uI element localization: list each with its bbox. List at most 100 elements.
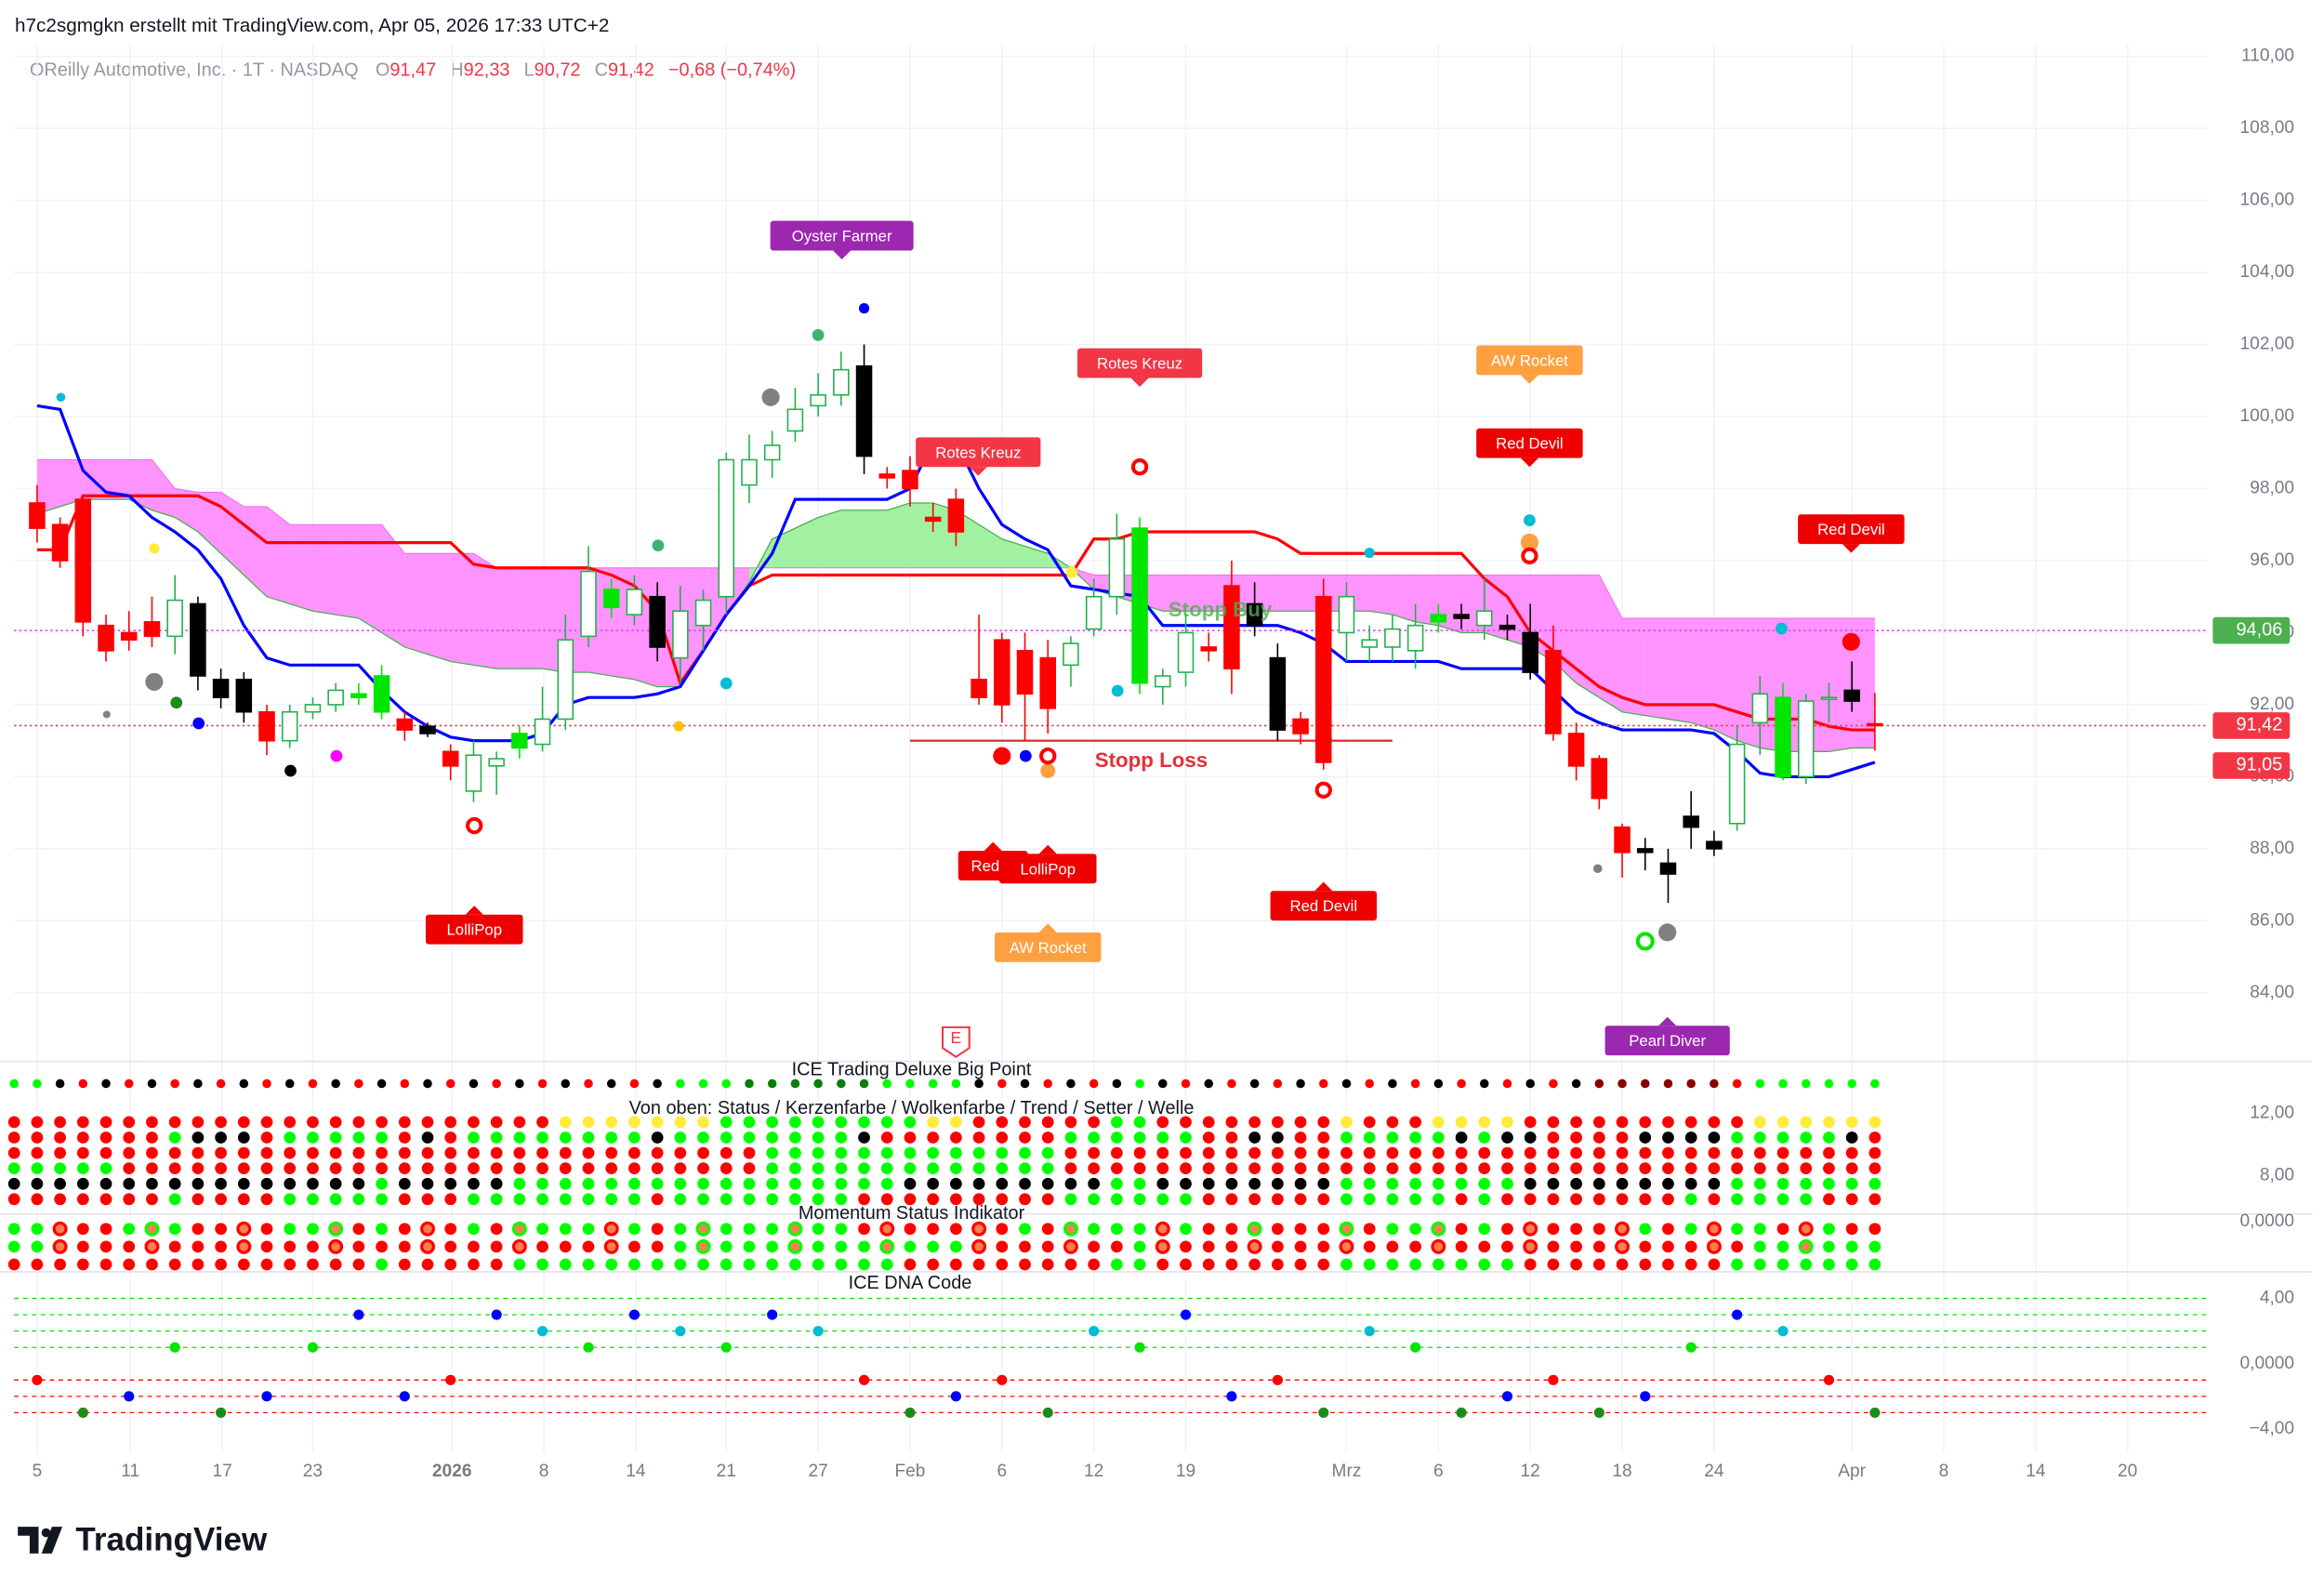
momentum-dot	[695, 1238, 711, 1254]
cloud	[496, 567, 520, 669]
momentum-dot	[444, 1240, 457, 1253]
status-dot	[146, 1193, 158, 1206]
candle-body	[557, 639, 574, 721]
momentum-dot	[766, 1240, 779, 1253]
cloud	[1852, 617, 1875, 748]
momentum-dot	[1547, 1258, 1560, 1271]
status-dot	[835, 1193, 848, 1206]
x-tick-label: 21	[717, 1462, 736, 1481]
momentum-dot	[787, 1221, 803, 1237]
status-dot	[996, 1162, 1009, 1175]
candle-body	[1223, 585, 1240, 670]
status-dot	[1180, 1131, 1192, 1144]
status-dot	[421, 1116, 434, 1129]
status-dot	[260, 1193, 273, 1206]
status-dot	[237, 1193, 250, 1206]
cloud	[1001, 538, 1025, 568]
signal-dot	[192, 717, 205, 730]
momentum-dot	[1110, 1258, 1123, 1271]
status-dot	[1386, 1131, 1399, 1144]
momentum-dot	[123, 1223, 136, 1236]
momentum-dot	[743, 1258, 756, 1271]
candle-body	[947, 498, 965, 533]
status-dot	[996, 1177, 1009, 1190]
status-dot	[54, 1116, 66, 1129]
status-dot	[1547, 1116, 1560, 1129]
status-dot	[1662, 1116, 1674, 1129]
status-dot	[376, 1116, 388, 1129]
momentum-dot	[1386, 1240, 1399, 1253]
candle-body	[373, 675, 390, 713]
signal-label: Oyster Farmer	[770, 220, 914, 260]
momentum-dot	[1570, 1258, 1582, 1271]
status-dot	[1800, 1131, 1813, 1144]
status-dot	[329, 1162, 342, 1175]
momentum-dot	[307, 1223, 319, 1236]
momentum-dot	[1247, 1221, 1262, 1237]
cloud	[979, 524, 1002, 568]
status-dot	[284, 1162, 297, 1175]
status-dot	[1363, 1162, 1376, 1175]
cloud	[1048, 553, 1071, 568]
x-tick-label: 2026	[432, 1462, 472, 1481]
status-dot	[1019, 1193, 1031, 1206]
x-tick-label: 12	[1521, 1462, 1540, 1481]
momentum-dot	[1409, 1258, 1422, 1271]
cloud	[1713, 617, 1737, 741]
candle-body	[1567, 733, 1585, 767]
candle-body	[1522, 631, 1538, 673]
earnings-marker[interactable]: E	[942, 1026, 971, 1058]
status-dot	[972, 1116, 985, 1129]
big-point-dot	[1755, 1079, 1765, 1089]
x-tick-label: 11	[121, 1462, 139, 1481]
status-dot	[1592, 1162, 1605, 1175]
cloud	[152, 459, 176, 518]
signal-text: LolliPop	[446, 921, 502, 939]
status-dot	[766, 1193, 779, 1206]
status-dot	[1271, 1131, 1284, 1144]
status-dot	[1386, 1116, 1399, 1129]
status-dot	[7, 1146, 20, 1159]
dna-dot	[1089, 1326, 1100, 1337]
status-dot	[444, 1116, 457, 1129]
big-point-dot	[1571, 1079, 1581, 1089]
momentum-dot	[582, 1258, 595, 1271]
status-dot	[605, 1193, 618, 1206]
dna-dot	[77, 1407, 88, 1418]
big-point-dot	[1479, 1079, 1489, 1089]
momentum-dot	[858, 1223, 870, 1236]
status-dot	[927, 1146, 940, 1159]
status-dot	[996, 1146, 1009, 1159]
status-dot	[858, 1177, 870, 1190]
status-dot	[1156, 1162, 1169, 1175]
big-point-dot	[698, 1079, 708, 1089]
status-dot	[858, 1131, 870, 1144]
candle-body	[1131, 527, 1148, 684]
momentum-dot	[1339, 1238, 1354, 1254]
status-dot	[1616, 1193, 1629, 1206]
status-dot	[1823, 1146, 1835, 1159]
status-dot	[146, 1162, 158, 1175]
momentum-dot	[1317, 1240, 1330, 1253]
status-dot	[1501, 1162, 1513, 1175]
status-dot	[1294, 1177, 1307, 1190]
signal-box	[1476, 345, 1583, 376]
y-tick-label: 92,00	[2250, 695, 2294, 714]
status-dot	[260, 1177, 273, 1190]
status-dot	[76, 1131, 89, 1144]
momentum-dot	[950, 1258, 962, 1271]
status-dot	[1156, 1116, 1169, 1129]
momentum-dot	[1202, 1258, 1215, 1271]
momentum-dot	[1753, 1223, 1766, 1236]
signal-label: Pearl Diver	[1604, 1016, 1730, 1056]
signal-dot	[761, 388, 780, 406]
price-tag	[2212, 712, 2291, 739]
momentum-dot	[1776, 1240, 1789, 1253]
status-dot	[766, 1131, 779, 1144]
status-dot	[490, 1177, 503, 1190]
momentum-dot	[284, 1258, 297, 1271]
status-dot	[559, 1116, 572, 1129]
status-dot	[674, 1131, 687, 1144]
momentum-dot	[191, 1240, 205, 1253]
momentum-dot	[1386, 1258, 1399, 1271]
